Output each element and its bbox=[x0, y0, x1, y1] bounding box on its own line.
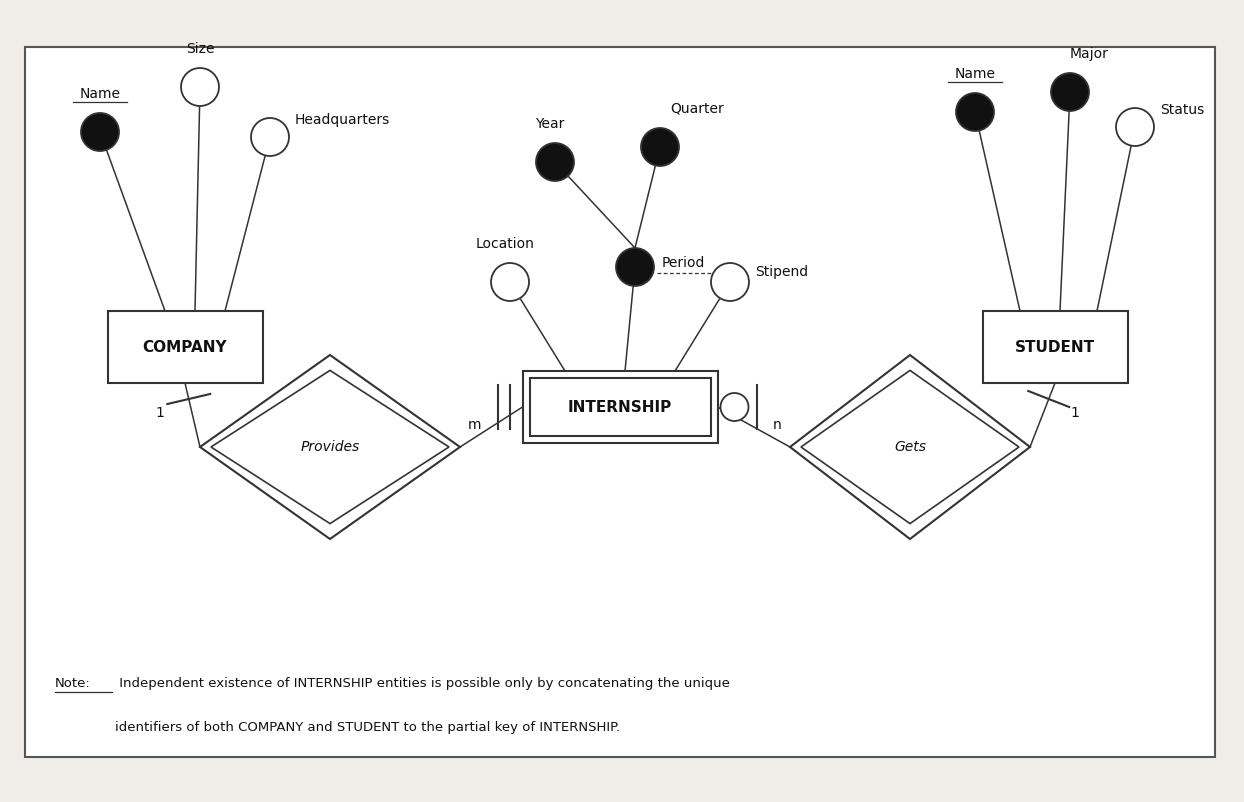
Circle shape bbox=[1116, 108, 1154, 146]
Text: Stipend: Stipend bbox=[755, 265, 809, 279]
Circle shape bbox=[641, 128, 679, 166]
FancyBboxPatch shape bbox=[983, 311, 1127, 383]
Circle shape bbox=[251, 118, 289, 156]
Text: Note:: Note: bbox=[55, 677, 91, 690]
Text: INTERNSHIP: INTERNSHIP bbox=[567, 399, 672, 415]
Text: Status: Status bbox=[1159, 103, 1204, 117]
Text: Quarter: Quarter bbox=[671, 102, 724, 116]
Text: Size: Size bbox=[185, 42, 214, 56]
Text: Year: Year bbox=[535, 117, 565, 131]
Circle shape bbox=[491, 263, 529, 301]
Polygon shape bbox=[211, 371, 449, 524]
Circle shape bbox=[616, 248, 654, 286]
Text: Name: Name bbox=[954, 67, 995, 81]
Text: Independent existence of INTERNSHIP entities is possible only by concatenating t: Independent existence of INTERNSHIP enti… bbox=[114, 677, 730, 690]
Text: 1: 1 bbox=[1071, 406, 1080, 420]
Text: Period: Period bbox=[662, 256, 705, 270]
Text: Provides: Provides bbox=[300, 440, 360, 454]
Polygon shape bbox=[200, 355, 460, 539]
Text: Location: Location bbox=[475, 237, 535, 251]
Text: Name: Name bbox=[80, 87, 121, 101]
Text: 1: 1 bbox=[156, 406, 164, 420]
Text: Headquarters: Headquarters bbox=[295, 113, 391, 127]
Circle shape bbox=[955, 93, 994, 131]
Text: identifiers of both COMPANY and STUDENT to the partial key of INTERNSHIP.: identifiers of both COMPANY and STUDENT … bbox=[114, 721, 620, 734]
Text: Major: Major bbox=[1070, 47, 1108, 61]
Circle shape bbox=[720, 393, 749, 421]
Polygon shape bbox=[801, 371, 1019, 524]
Text: STUDENT: STUDENT bbox=[1015, 339, 1095, 354]
Polygon shape bbox=[790, 355, 1030, 539]
FancyBboxPatch shape bbox=[522, 371, 718, 443]
Circle shape bbox=[1051, 73, 1088, 111]
Circle shape bbox=[81, 113, 119, 151]
Text: COMPANY: COMPANY bbox=[143, 339, 228, 354]
FancyBboxPatch shape bbox=[530, 378, 710, 436]
FancyBboxPatch shape bbox=[107, 311, 262, 383]
Text: n: n bbox=[774, 418, 782, 432]
Circle shape bbox=[712, 263, 749, 301]
Text: m: m bbox=[468, 418, 481, 432]
FancyBboxPatch shape bbox=[25, 47, 1215, 757]
Text: Gets: Gets bbox=[894, 440, 926, 454]
Circle shape bbox=[180, 68, 219, 106]
Circle shape bbox=[536, 143, 573, 181]
